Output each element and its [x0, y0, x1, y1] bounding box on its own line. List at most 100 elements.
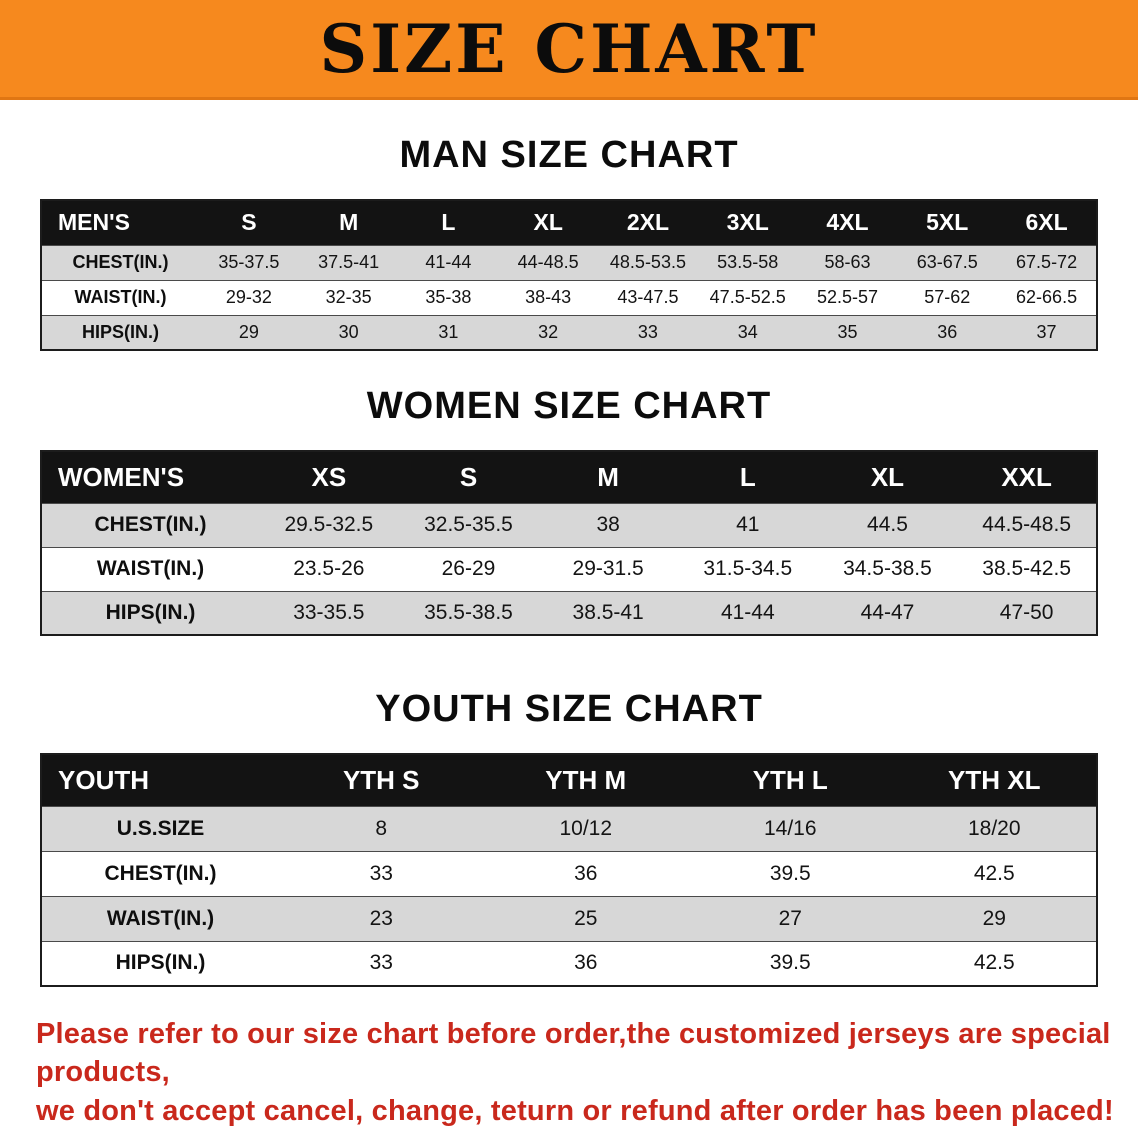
- column-header: YTH XL: [892, 754, 1097, 806]
- size-value: 44.5-48.5: [982, 513, 1072, 536]
- banner-title: SIZE CHART: [319, 9, 819, 88]
- size-value: 38.5-42.5: [982, 557, 1072, 580]
- size-value: 41: [736, 513, 760, 536]
- men-table-body: CHEST(IN.) 35-37.5 37.5-41 41-44 44-48.5 48.5…: [41, 245, 1097, 350]
- column-header: XS: [259, 451, 399, 503]
- row-label: HIPS(IN.): [81, 321, 159, 342]
- size-value: 27: [778, 906, 802, 930]
- disclaimer-line2: we don't accept cancel, change, teturn o…: [36, 1094, 1114, 1127]
- size-value: 10/12: [559, 816, 613, 840]
- section-men: MAN SIZE CHART MEN'S S M L XL 2XL 3XL 4XL 5XL 6XL C…: [0, 134, 1138, 351]
- size-value: 34: [737, 321, 758, 342]
- section-youth: YOUTH SIZE CHART YOUTH YTH S YTH M YTH L YTH …: [0, 688, 1138, 987]
- section-women: WOMEN SIZE CHART WOMEN'S XS S M L XL XXL CHEST(I…: [0, 385, 1138, 636]
- size-value: 41-44: [425, 252, 472, 272]
- size-value: 41-44: [720, 600, 775, 624]
- size-value: 43-47.5: [617, 287, 679, 307]
- men-group-label: MEN'S: [41, 200, 199, 245]
- column-header: YTH S: [279, 754, 484, 806]
- column-header: XL: [498, 200, 599, 245]
- charts-main: MAN SIZE CHART MEN'S S M L XL 2XL 3XL 4XL 5XL 6XL C…: [0, 134, 1138, 987]
- column-header: 6XL: [997, 200, 1097, 245]
- size-value: 32: [538, 321, 559, 342]
- row-label: WAIST(IN.): [74, 287, 167, 307]
- women-group-label: WOMEN'S: [41, 451, 259, 503]
- size-value: 67.5-72: [1016, 252, 1078, 272]
- size-value: 62-66.5: [1016, 287, 1078, 307]
- table-row: CHEST(IN.) 35-37.5 37.5-41 41-44 44-48.5 48.5…: [41, 245, 1097, 280]
- size-value: 42.5: [973, 951, 1015, 975]
- column-header: XL: [817, 451, 958, 503]
- column-header: 2XL: [598, 200, 698, 245]
- column-header: 4XL: [797, 200, 898, 245]
- size-value: 29-31.5: [572, 557, 644, 580]
- women-section-heading: WOMEN SIZE CHART: [366, 385, 772, 427]
- size-value: 44-47: [860, 600, 915, 624]
- row-label: CHEST(IN.): [104, 861, 217, 885]
- size-value: 31.5-34.5: [703, 557, 793, 580]
- row-label: U.S.SIZE: [116, 816, 205, 840]
- size-value: 38-43: [525, 287, 572, 307]
- size-value: 47-50: [999, 600, 1054, 624]
- size-value: 53.5-58: [717, 252, 779, 272]
- column-header: L: [677, 451, 818, 503]
- size-value: 8: [375, 816, 388, 840]
- youth-size-table: YOUTH YTH S YTH M YTH L YTH XL U.S.SIZE 8 10/12…: [40, 753, 1098, 987]
- table-row: HIPS(IN.) 29 30 31 32 33 34 35 36 37: [41, 315, 1097, 350]
- size-value: 38.5-41: [572, 600, 644, 624]
- size-value: 33-35.5: [293, 600, 365, 624]
- size-value: 35-38: [425, 287, 472, 307]
- youth-table-body: U.S.SIZE 8 10/12 14/16 18/20 CHEST(IN.) 33 36 39…: [41, 806, 1097, 986]
- men-section-heading: MAN SIZE CHART: [399, 134, 739, 176]
- disclaimer-line1: Please refer to our size chart before or…: [36, 1018, 1111, 1089]
- size-value: 32.5-35.5: [424, 513, 513, 536]
- size-value: 37.5-41: [318, 252, 380, 272]
- size-value: 38: [596, 513, 620, 536]
- table-row: WAIST(IN.) 23.5-26 26-29 29-31.5 31.5-34.5 34…: [41, 547, 1097, 591]
- women-table-head: WOMEN'S XS S M L XL XXL: [41, 451, 1097, 503]
- size-value: 33: [369, 951, 393, 975]
- size-chart-banner: SIZE CHART: [0, 0, 1138, 100]
- size-value: 31: [438, 321, 459, 342]
- size-value: 23.5-26: [293, 557, 365, 580]
- women-size-table: WOMEN'S XS S M L XL XXL CHEST(IN.) 29.5-32.5 32.5…: [40, 450, 1098, 636]
- column-header: M: [538, 451, 678, 503]
- size-value: 23: [369, 906, 393, 930]
- column-header: YTH L: [688, 754, 893, 806]
- size-value: 35.5-38.5: [424, 600, 513, 624]
- size-value: 63-67.5: [916, 252, 978, 272]
- column-header: S: [199, 200, 299, 245]
- size-value: 33: [637, 321, 658, 342]
- youth-group-label: YOUTH: [41, 754, 279, 806]
- table-row: WAIST(IN.) 23 25 27 29: [41, 896, 1097, 941]
- size-value: 44-48.5: [517, 252, 579, 272]
- size-value: 29.5-32.5: [284, 513, 374, 536]
- men-table-head: MEN'S S M L XL 2XL 3XL 4XL 5XL 6XL: [41, 200, 1097, 245]
- column-header: M: [298, 200, 399, 245]
- header-row: MEN'S S M L XL 2XL 3XL 4XL 5XL 6XL: [41, 200, 1097, 245]
- youth-section-heading: YOUTH SIZE CHART: [375, 688, 763, 730]
- table-row: CHEST(IN.) 33 36 39.5 42.5: [41, 851, 1097, 896]
- size-value: 47.5-52.5: [709, 287, 786, 307]
- size-value: 18/20: [967, 816, 1021, 840]
- table-row: HIPS(IN.) 33-35.5 35.5-38.5 38.5-41 41-44 44-…: [41, 591, 1097, 635]
- size-value: 39.5: [769, 951, 811, 975]
- column-header: XXL: [957, 451, 1097, 503]
- size-value: 35: [837, 321, 858, 342]
- youth-table-head: YOUTH YTH S YTH M YTH L YTH XL: [41, 754, 1097, 806]
- size-value: 32-35: [325, 287, 372, 307]
- row-label: WAIST(IN.): [106, 906, 215, 930]
- size-value: 48.5-53.5: [609, 252, 686, 272]
- size-value: 30: [338, 321, 359, 342]
- column-header: 5XL: [897, 200, 998, 245]
- size-value: 36: [574, 951, 598, 975]
- size-value: 25: [574, 906, 598, 930]
- table-row: HIPS(IN.) 33 36 39.5 42.5: [41, 941, 1097, 986]
- size-value: 39.5: [769, 861, 811, 885]
- row-label: CHEST(IN.): [72, 252, 169, 272]
- size-value: 52.5-57: [816, 287, 878, 307]
- size-value: 44.5: [867, 513, 908, 536]
- men-size-table: MEN'S S M L XL 2XL 3XL 4XL 5XL 6XL CHEST(IN.) 35-37…: [40, 199, 1098, 351]
- size-value: 36: [574, 861, 598, 885]
- size-value: 57-62: [924, 287, 971, 307]
